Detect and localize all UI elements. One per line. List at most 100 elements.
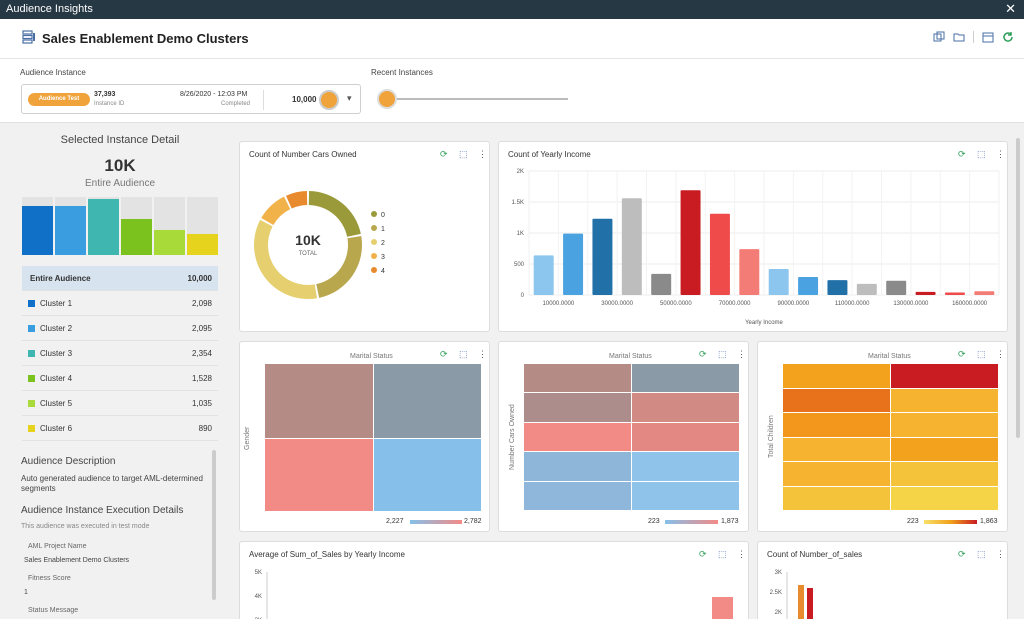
- heatmap-cell[interactable]: [891, 413, 998, 437]
- heatmap-cell[interactable]: [524, 364, 631, 393]
- page-header: Sales Enablement Demo Clusters: [0, 19, 1024, 59]
- heatmap-cell[interactable]: [891, 364, 998, 388]
- refresh-icon[interactable]: ⟳: [699, 549, 707, 559]
- bar[interactable]: [798, 277, 819, 295]
- heatmap-cell[interactable]: [632, 364, 739, 393]
- bar[interactable]: [798, 585, 804, 619]
- more-options-icon[interactable]: ⋮: [996, 349, 1005, 359]
- cluster-row[interactable]: Cluster 4 1,528: [22, 366, 218, 391]
- bar[interactable]: [768, 268, 789, 295]
- bar[interactable]: [621, 198, 642, 295]
- download-icon[interactable]: ⬚: [977, 349, 986, 359]
- bar[interactable]: [533, 255, 554, 295]
- recent-instances-slider-track[interactable]: [386, 98, 568, 100]
- cluster-row[interactable]: Cluster 3 2,354: [22, 341, 218, 366]
- bar[interactable]: [974, 291, 995, 295]
- bar[interactable]: [944, 292, 965, 295]
- more-options-icon[interactable]: ⋮: [478, 349, 487, 359]
- heatmap-y-label: Number Cars Owned: [509, 404, 516, 470]
- heatmap-cell[interactable]: [374, 439, 481, 511]
- more-options-icon[interactable]: ⋮: [737, 349, 746, 359]
- legend-item: 0: [371, 211, 385, 225]
- cluster-count: 890: [198, 424, 212, 433]
- bar[interactable]: [592, 218, 613, 295]
- heatmap-cell[interactable]: [783, 364, 890, 388]
- cluster-list: Entire Audience 10,000 Cluster 1 2,098 C…: [22, 266, 218, 441]
- bar[interactable]: [856, 283, 877, 295]
- download-icon[interactable]: ⬚: [459, 149, 468, 159]
- heatmap-cell[interactable]: [524, 481, 631, 510]
- heatmap-cell[interactable]: [891, 388, 998, 412]
- bar[interactable]: [651, 273, 672, 295]
- refresh-icon[interactable]: ⟳: [958, 549, 966, 559]
- page-title: Sales Enablement Demo Clusters: [42, 31, 249, 46]
- mini-bar-cluster-1: [22, 206, 53, 255]
- download-icon[interactable]: ⬚: [718, 549, 727, 559]
- legend-item: 4: [371, 267, 385, 281]
- refresh-icon[interactable]: ⟳: [699, 349, 707, 359]
- heatmap-cell[interactable]: [632, 422, 739, 452]
- download-icon[interactable]: ⬚: [977, 549, 986, 559]
- heatmap-cell[interactable]: [632, 452, 739, 481]
- refresh-icon[interactable]: ⟳: [440, 149, 448, 159]
- refresh-icon[interactable]: ⟳: [958, 149, 966, 159]
- heatmap-cell[interactable]: [374, 364, 481, 438]
- heatmap-cell[interactable]: [783, 437, 890, 461]
- heatmap-cell[interactable]: [524, 422, 631, 452]
- heatmap-cell[interactable]: [783, 486, 890, 510]
- bar[interactable]: [827, 280, 848, 295]
- detail-scrollbar[interactable]: [212, 450, 216, 600]
- donut-slice[interactable]: [308, 191, 361, 237]
- heatmap-max: 1,863: [980, 518, 998, 525]
- copy-icon[interactable]: [933, 31, 945, 43]
- heatmap-cell[interactable]: [265, 439, 373, 511]
- audience-instance-select[interactable]: Audience Test 37,393 Instance ID 8/26/20…: [21, 84, 361, 114]
- donut-slice[interactable]: [285, 191, 308, 209]
- recent-instances-slider-handle[interactable]: [377, 89, 397, 109]
- close-icon[interactable]: ✕: [1005, 1, 1016, 16]
- more-options-icon[interactable]: ⋮: [737, 549, 746, 559]
- donut-slice[interactable]: [316, 235, 362, 298]
- refresh-icon[interactable]: ⟳: [440, 349, 448, 359]
- folder-icon[interactable]: [953, 31, 965, 43]
- bar[interactable]: [680, 190, 701, 295]
- heatmap-cell[interactable]: [891, 462, 998, 486]
- more-options-icon[interactable]: ⋮: [996, 149, 1005, 159]
- refresh-icon[interactable]: ⟳: [958, 349, 966, 359]
- heatmap-cell[interactable]: [891, 486, 998, 510]
- bar[interactable]: [807, 588, 813, 619]
- heatmap-cell[interactable]: [783, 388, 890, 412]
- bar[interactable]: [712, 597, 733, 619]
- heatmap-cell[interactable]: [524, 452, 631, 481]
- bar[interactable]: [563, 233, 584, 295]
- download-icon[interactable]: ⬚: [459, 349, 468, 359]
- chevron-down-icon[interactable]: ▾: [347, 93, 352, 103]
- cluster-row-entire[interactable]: Entire Audience 10,000: [22, 266, 218, 291]
- donut-slice[interactable]: [261, 196, 291, 226]
- donut-slice[interactable]: [254, 219, 318, 299]
- heatmap-cell[interactable]: [524, 393, 631, 422]
- cluster-row[interactable]: Cluster 1 2,098: [22, 291, 218, 316]
- download-icon[interactable]: ⬚: [718, 349, 727, 359]
- cluster-row[interactable]: Cluster 5 1,035: [22, 391, 218, 416]
- heatmap-cell[interactable]: [632, 393, 739, 422]
- more-options-icon[interactable]: ⋮: [996, 549, 1005, 559]
- heatmap-cell[interactable]: [891, 437, 998, 461]
- cluster-row[interactable]: Cluster 6 890: [22, 416, 218, 441]
- cluster-row[interactable]: Cluster 2 2,095: [22, 316, 218, 341]
- bar[interactable]: [709, 213, 730, 295]
- bar[interactable]: [739, 249, 760, 295]
- refresh-icon[interactable]: [1002, 31, 1014, 43]
- more-options-icon[interactable]: ⋮: [478, 149, 487, 159]
- calendar-icon[interactable]: [982, 31, 994, 43]
- page-scrollbar[interactable]: [1016, 138, 1020, 438]
- download-icon[interactable]: ⬚: [977, 149, 986, 159]
- heatmap-cell[interactable]: [783, 413, 890, 437]
- bar[interactable]: [915, 291, 936, 295]
- bar[interactable]: [886, 280, 907, 295]
- heatmap-cell[interactable]: [632, 481, 739, 510]
- heatmap-cell[interactable]: [265, 364, 373, 438]
- cluster-name: Cluster 3: [40, 349, 73, 358]
- audience-instance-label: Audience Instance: [20, 68, 86, 77]
- heatmap-cell[interactable]: [783, 462, 890, 486]
